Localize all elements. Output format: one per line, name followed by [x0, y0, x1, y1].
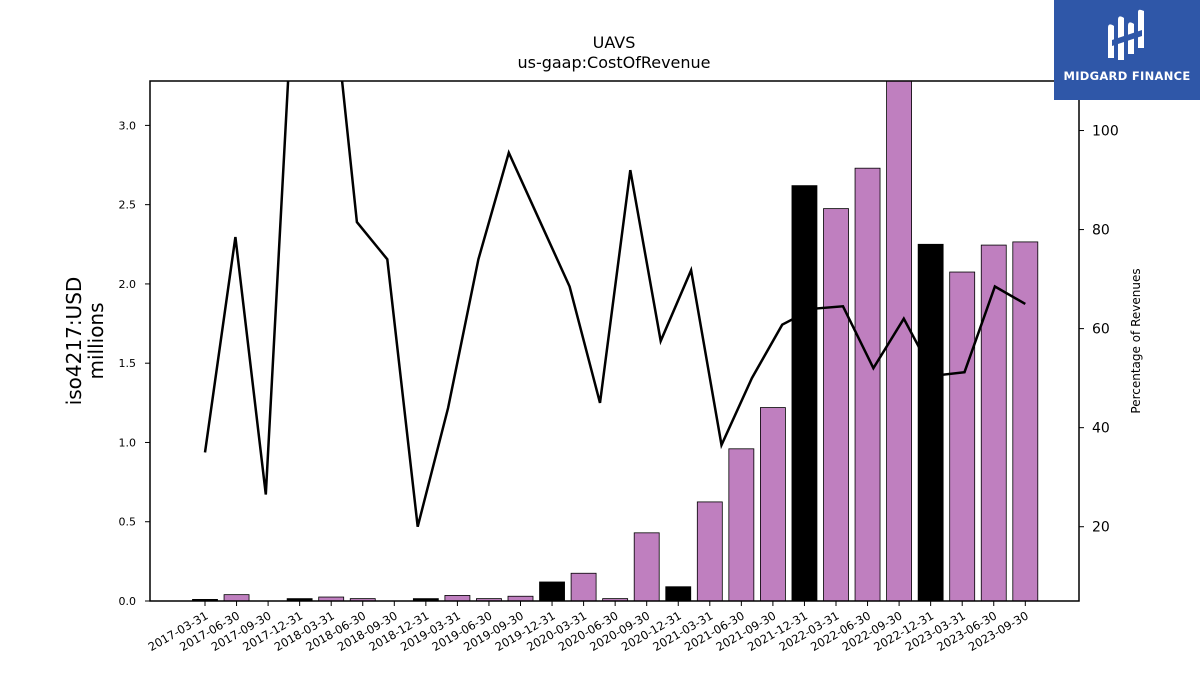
- bars-group: [192, 80, 1039, 602]
- plot-frame: [149, 80, 1080, 602]
- y-axis-label-line: millions: [84, 302, 108, 379]
- brand-logo: MIDGARD FINANCE: [1054, 0, 1200, 100]
- bar: [917, 243, 944, 602]
- bar: [539, 581, 565, 602]
- bar: [1012, 241, 1039, 602]
- y2-tick-label: 40: [1092, 421, 1110, 437]
- y2-tick-label: 100: [1092, 124, 1119, 140]
- y2-tick-label: 60: [1092, 322, 1110, 338]
- bar: [633, 532, 660, 602]
- y2-tick-label: 80: [1092, 223, 1110, 239]
- bar: [728, 448, 755, 602]
- line-group: [203, 81, 1026, 528]
- y-tick-label: 2.5: [119, 199, 137, 212]
- bar: [791, 185, 818, 602]
- y-tick-label: 0.0: [119, 595, 137, 608]
- bar: [760, 407, 786, 602]
- y-tick-label: 1.5: [119, 357, 137, 370]
- bar: [980, 244, 1007, 602]
- y2-axis: 20 40 60 80 100: [1079, 124, 1119, 536]
- y-axis-label-line: iso4217:USD: [62, 277, 86, 406]
- logo-text: MIDGARD FINANCE: [1063, 69, 1191, 83]
- y-tick-label: 0.5: [119, 516, 137, 529]
- series-line: [203, 81, 1026, 528]
- x-axis: 2017-03-312017-06-302017-09-302017-12-31…: [146, 601, 1031, 654]
- y-axis-label: iso4217:USDmillions: [62, 277, 108, 406]
- y2-tick-label: 20: [1092, 520, 1110, 536]
- y-tick-label: 2.0: [119, 278, 137, 291]
- y-axis: 0.0 0.5 1.0 1.5 2.0 2.5 3.0: [119, 119, 150, 608]
- bar: [949, 271, 976, 602]
- bar: [223, 594, 250, 602]
- y2-axis-label: Percentage of Revenues: [1129, 268, 1143, 413]
- bar: [570, 572, 597, 602]
- chart-subtitle: us-gaap:CostOfRevenue: [517, 53, 710, 72]
- bar: [854, 167, 881, 602]
- bar: [823, 208, 849, 602]
- bar: [665, 586, 692, 602]
- bar: [696, 501, 723, 602]
- chart-title: UAVS: [593, 33, 636, 52]
- logo-mark-icon: [1108, 9, 1144, 60]
- bar: [444, 595, 471, 602]
- y-tick-label: 1.0: [119, 436, 137, 449]
- y-tick-label: 3.0: [119, 119, 137, 132]
